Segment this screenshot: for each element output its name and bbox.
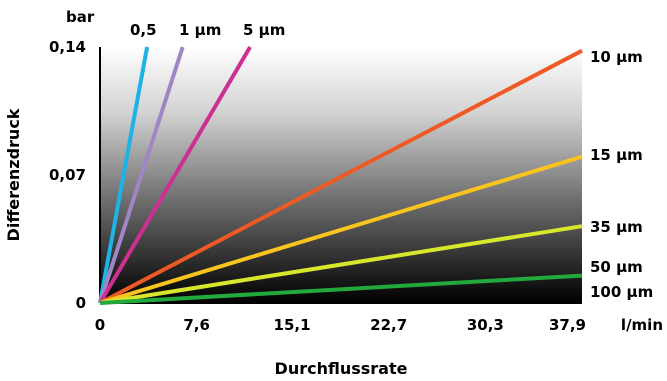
series-label-15-um: 15 µm (590, 146, 643, 164)
x-tick-label: 7,6 (183, 316, 210, 334)
series-label-0-5: 0,5 (130, 21, 157, 39)
series-label-50-um: 50 µm (590, 258, 643, 276)
series-line-10-um (99, 48, 583, 305)
x-tick-label: 22,7 (370, 316, 407, 334)
series-line-5-um (98, 45, 252, 305)
x-tick-label: 30,3 (467, 316, 504, 334)
series-line-1-um (98, 46, 185, 304)
x-axis-title: Durchflussrate (275, 359, 408, 378)
tick-layer: 0 0,07 0,14 0 7,6 15,1 22,7 30,3 37,9 (49, 38, 586, 334)
series-label-35-um: 35 µm (590, 218, 643, 236)
series-layer (98, 45, 583, 305)
y-tick-label: 0,07 (49, 166, 86, 184)
series-label-5-um: 5 µm (243, 21, 285, 39)
series-label-1-um: 1 µm (179, 21, 221, 39)
series-label-100-um: 100 µm (590, 283, 653, 301)
x-tick-label: 15,1 (274, 316, 311, 334)
series-line-50-um (99, 273, 583, 305)
series-label-layer: 0,5 1 µm 5 µm 10 µm 15 µm 35 µm 50 µm 100 µm (130, 21, 653, 301)
y-axis-title: Differenzdruck (4, 108, 23, 241)
y-tick-label: 0,14 (49, 38, 86, 56)
series-line-0-5 (98, 46, 150, 304)
series-label-10-um: 10 µm (590, 48, 643, 66)
x-tick-label: 0 (95, 316, 105, 334)
x-unit-label: l/min (621, 316, 663, 334)
y-unit-label: bar (66, 8, 95, 26)
series-line-35-um (99, 224, 583, 305)
y-tick-label: 0 (76, 294, 86, 312)
series-line-15-um (99, 154, 583, 305)
x-tick-label: 37,9 (549, 316, 586, 334)
